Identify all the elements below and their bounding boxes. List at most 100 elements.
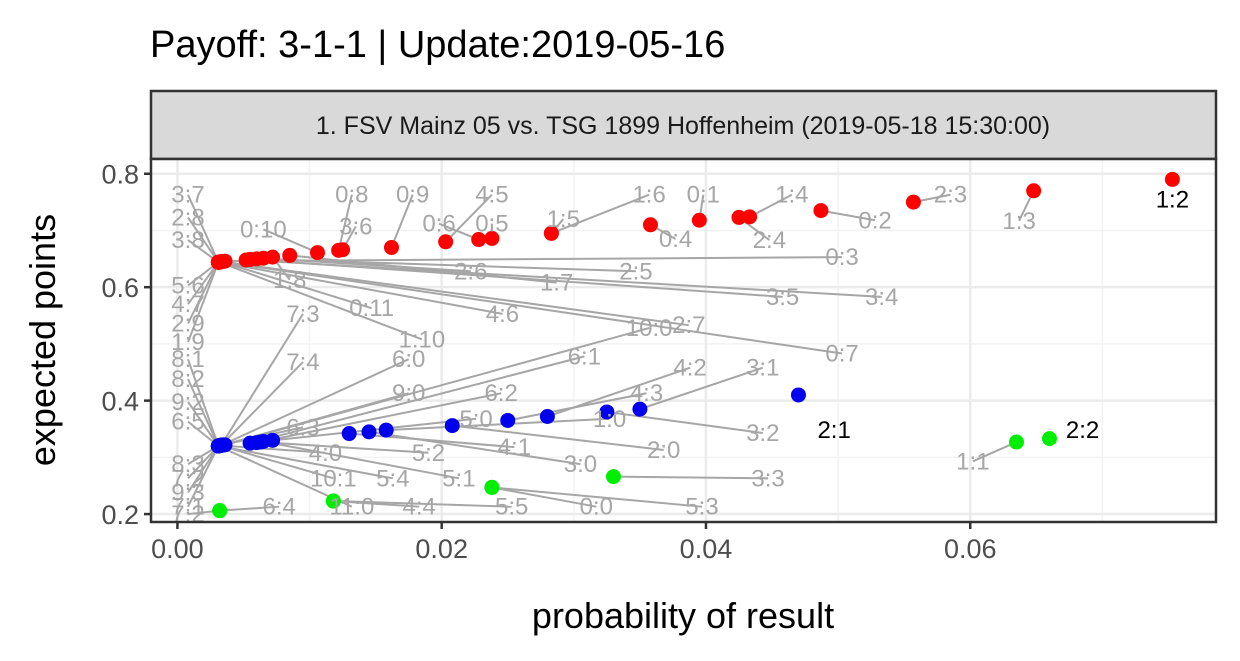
label-segment [260,441,429,454]
point-label: 6:0 [392,346,425,373]
label-segment [219,261,503,315]
point-label: 4:6 [486,301,519,328]
label-segment [187,194,220,263]
grid [151,159,1216,522]
point-label: 7:4 [286,349,319,376]
data-point [539,409,555,425]
data-points [210,171,1180,519]
data-point [790,387,806,403]
facet-label: 1. FSV Mainz 05 vs. TSG 1899 Hoffenheim … [316,112,1050,140]
point-label: 1:10 [399,326,446,353]
point-label: 3:1 [746,355,779,382]
label-segment [187,216,220,263]
point-label: 1:1 [956,448,989,475]
data-point [691,212,707,228]
point-label: 5:1 [442,465,475,492]
data-point [1008,434,1024,450]
point-label: 3:3 [751,465,784,492]
label-segment [219,444,326,454]
point-label: 1:6 [632,182,665,209]
data-point [242,435,258,451]
point-label: 5:6 [171,272,204,299]
point-label: 6:5 [171,409,204,436]
point-label: 1:5 [547,206,580,233]
data-point [282,247,298,263]
label-segment [187,378,220,447]
point-label: 1:4 [775,182,808,209]
label-segment [187,261,220,324]
data-point [210,438,226,454]
data-point [1164,171,1180,187]
data-point [1042,431,1058,447]
point-label: 7:3 [286,301,319,328]
label-segment [333,500,512,508]
label-segment [639,366,764,411]
label-segment [249,355,585,445]
point-label: 8:1 [171,346,204,373]
label-segment [222,260,689,327]
label-segment [491,486,703,508]
label-segment [386,417,610,432]
point-label: 4:7 [171,291,204,318]
point-label: 5:5 [495,494,528,521]
point-label: 1:8 [273,267,306,294]
x-tick-label: 0.04 [680,534,733,564]
label-segment [820,209,876,222]
data-point [212,503,228,519]
point-label: 4:3 [630,380,663,407]
point-label: 2:4 [753,227,786,254]
data-point [1026,183,1042,199]
point-label: 0:1 [687,182,720,209]
plot-border [149,157,1218,524]
data-point [484,479,500,495]
x-tick-label: 0.02 [415,534,468,564]
label-segment [256,392,502,444]
point-label: 4:0 [309,440,342,467]
y-tick-label: 0.4 [101,387,139,417]
point-labels: 1:2 1:3 2:3 0:2 1:4 2:4 0:1 0:4 1:6 1:5 0:5 0:6 4:5 0… [171,182,1189,528]
point-label: 5:4 [376,465,409,492]
point-label: 3:4 [865,284,898,311]
point-label: 1:3 [1002,208,1035,235]
point-label: 2:2 [1066,417,1099,444]
point-label: 2:1 [817,417,850,444]
point-label: 2:3 [934,182,967,209]
label-segment [262,228,318,254]
point-label: 2:9 [171,310,204,337]
data-point [731,209,747,225]
label-segment [333,500,420,508]
label-segment [606,410,763,434]
data-point [599,404,615,420]
point-label: 2:6 [454,258,487,285]
data-point [605,469,621,485]
point-label: 0:11 [349,295,394,322]
point-label: 4:1 [498,434,531,461]
point-label: 6:2 [484,380,517,407]
plot-panel [151,159,1216,522]
point-label: 5:3 [685,494,718,521]
label-segment [337,194,353,251]
data-point [238,252,254,268]
point-label: 0:7 [825,341,858,368]
point-label: 8:3 [171,451,204,478]
point-label: 1:9 [171,329,204,356]
y-tick-label: 0.2 [101,500,139,530]
point-label: 0:8 [335,182,368,209]
point-label: 11:0 [329,494,374,521]
data-point [210,254,226,270]
data-point [361,424,377,440]
point-label: 8:2 [171,366,204,393]
axis-ticks: 0.00 0.02 0.04 0.06 0.2 0.4 0.6 0.8 [101,160,996,564]
data-point [341,426,357,442]
point-label: 3:5 [766,284,799,311]
label-segment [219,261,423,341]
label-segment [263,440,460,480]
data-point [500,412,516,428]
point-label: 0:2 [858,207,891,234]
data-point [444,418,460,434]
data-point [383,239,399,255]
point-label: 10:0 [626,315,673,342]
label-segment [187,445,220,508]
point-label: 10:1 [310,465,357,492]
data-point [471,232,487,248]
